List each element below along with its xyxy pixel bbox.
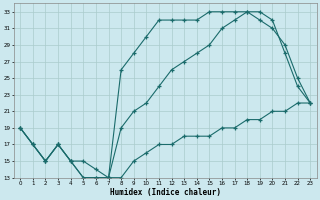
X-axis label: Humidex (Indice chaleur): Humidex (Indice chaleur)	[110, 188, 221, 197]
